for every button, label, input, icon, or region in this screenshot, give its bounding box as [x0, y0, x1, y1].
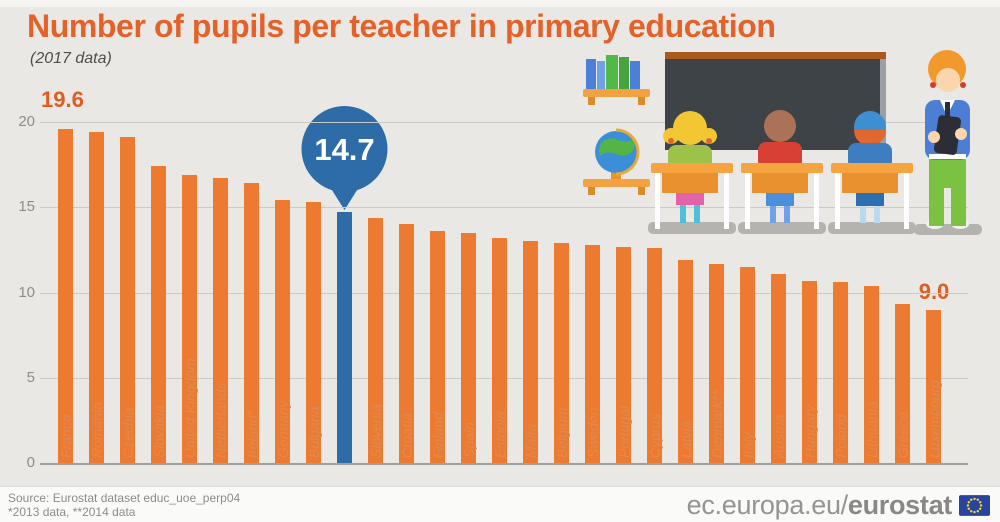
bar-latvia	[678, 260, 693, 463]
chart-subtitle: (2017 data)	[30, 50, 112, 67]
bar-lithuania	[864, 285, 879, 463]
bar-malta	[523, 241, 538, 463]
bar-poland	[833, 282, 848, 463]
classroom-illustration	[583, 50, 982, 235]
category-label-finland: Finland	[429, 412, 446, 458]
bar-cyprus	[647, 248, 662, 463]
category-label-sweden: Sweden	[584, 407, 601, 458]
category-label-denmark: Denmark**	[708, 390, 725, 458]
category-label-ireland: Ireland*	[243, 409, 260, 458]
x-axis-baseline	[40, 463, 968, 465]
pupil-cap-at-desk	[828, 111, 916, 234]
bar-finland	[430, 231, 445, 463]
y-axis-tick-label: 0	[26, 454, 35, 471]
globe-icon	[583, 128, 650, 195]
callout-value: 14.7	[314, 132, 374, 167]
callout-bubble	[301, 106, 388, 192]
category-label-luxembourg: Luxembourg	[925, 380, 942, 458]
bar-portugal	[616, 246, 631, 463]
bar-greece	[895, 304, 910, 463]
category-label-spain: Spain	[460, 422, 477, 458]
gridline-15	[40, 207, 968, 208]
bar-ireland	[244, 183, 259, 463]
callout-pointer	[330, 187, 359, 210]
source-note: Source: Eurostat dataset educ_uoe_perp04…	[8, 491, 240, 519]
category-label-croatia: Croatia	[398, 412, 415, 458]
source-line-1: Source: Eurostat dataset educ_uoe_perp04	[8, 491, 241, 505]
category-label-poland: Poland	[832, 414, 849, 458]
category-label-austria: Austria	[770, 414, 787, 458]
bar-denmark	[709, 263, 724, 463]
bookshelf-icon	[583, 55, 650, 105]
max-value-label: 19.6	[41, 87, 84, 112]
category-label-belgium: Belgium	[553, 407, 570, 458]
category-label-eu: EU	[335, 437, 353, 458]
eu-value-callout: 14.7	[301, 106, 388, 210]
category-label-malta: Malta	[522, 423, 539, 458]
bar-united-kingdom	[182, 174, 197, 463]
bar-romania	[89, 132, 104, 463]
eu-flag-icon	[959, 494, 990, 516]
bar-estonia	[492, 237, 507, 463]
page-title: Number of pupils per teacher in primary …	[27, 8, 776, 44]
category-label-estonia: Estonia	[491, 411, 508, 458]
bar-italy	[740, 266, 755, 463]
category-label-netherlands: Netherlands	[212, 382, 229, 459]
category-label-romania: Romania	[88, 401, 105, 458]
top-accent-strip	[0, 0, 1000, 7]
category-label-lithuania: Lithuania	[863, 401, 880, 458]
bar-czechia	[120, 137, 135, 463]
category-label-latvia: Latvia	[677, 420, 694, 458]
y-axis-tick-label: 5	[26, 369, 35, 386]
footer: Source: Eurostat dataset educ_uoe_perp04…	[0, 486, 1000, 522]
bar-belgium	[554, 243, 569, 463]
bar-france	[58, 128, 73, 463]
category-label-slovakia: Slovakia	[150, 405, 167, 458]
eurostat-brand: ec.europa.eu/eurostat	[687, 490, 990, 520]
brand-wordmark: eurostat	[847, 489, 952, 520]
category-label-italy: Italy	[739, 432, 756, 458]
category-label-bulgaria: Bulgaria	[305, 406, 322, 458]
bar-austria	[771, 273, 786, 463]
category-label-greece: Greece	[894, 412, 911, 458]
category-label-hungary: Hungary	[801, 405, 818, 458]
bar-sweden	[585, 244, 600, 463]
bar-bulgaria	[306, 202, 321, 463]
pupil-girl-at-desk	[648, 111, 736, 234]
bar-spain	[461, 232, 476, 463]
bar-slovakia	[151, 166, 166, 463]
bar-hungary	[802, 280, 817, 463]
bar-luxembourg	[926, 309, 941, 463]
category-label-france: France	[57, 414, 74, 458]
y-axis-tick-label: 15	[18, 198, 35, 215]
y-axis-tick-label: 20	[18, 113, 35, 130]
teacher-with-tablet	[914, 50, 982, 235]
category-label-germany: Germany	[274, 400, 291, 458]
category-label-portugal: Portugal	[615, 405, 632, 458]
category-label-united-kingdom: United Kingdom	[181, 358, 198, 458]
gridline-20	[40, 122, 968, 123]
brand-url: ec.europa.eu/	[686, 489, 849, 520]
bar-eu	[337, 212, 352, 463]
bar-croatia	[399, 224, 414, 463]
bar-germany	[275, 200, 290, 463]
category-label-czechia: Czechia	[119, 407, 136, 458]
category-label-cyprus: Cyprus	[646, 413, 663, 458]
category-label-slovenia: Slovenia	[367, 404, 384, 458]
bar-slovenia	[368, 217, 383, 463]
y-axis-tick-label: 10	[18, 284, 35, 301]
pupil-boy-at-desk	[738, 110, 826, 234]
bar-netherlands	[213, 178, 228, 463]
source-line-2: *2013 data, **2014 data	[8, 505, 136, 519]
min-value-label: 9.0	[918, 279, 950, 304]
